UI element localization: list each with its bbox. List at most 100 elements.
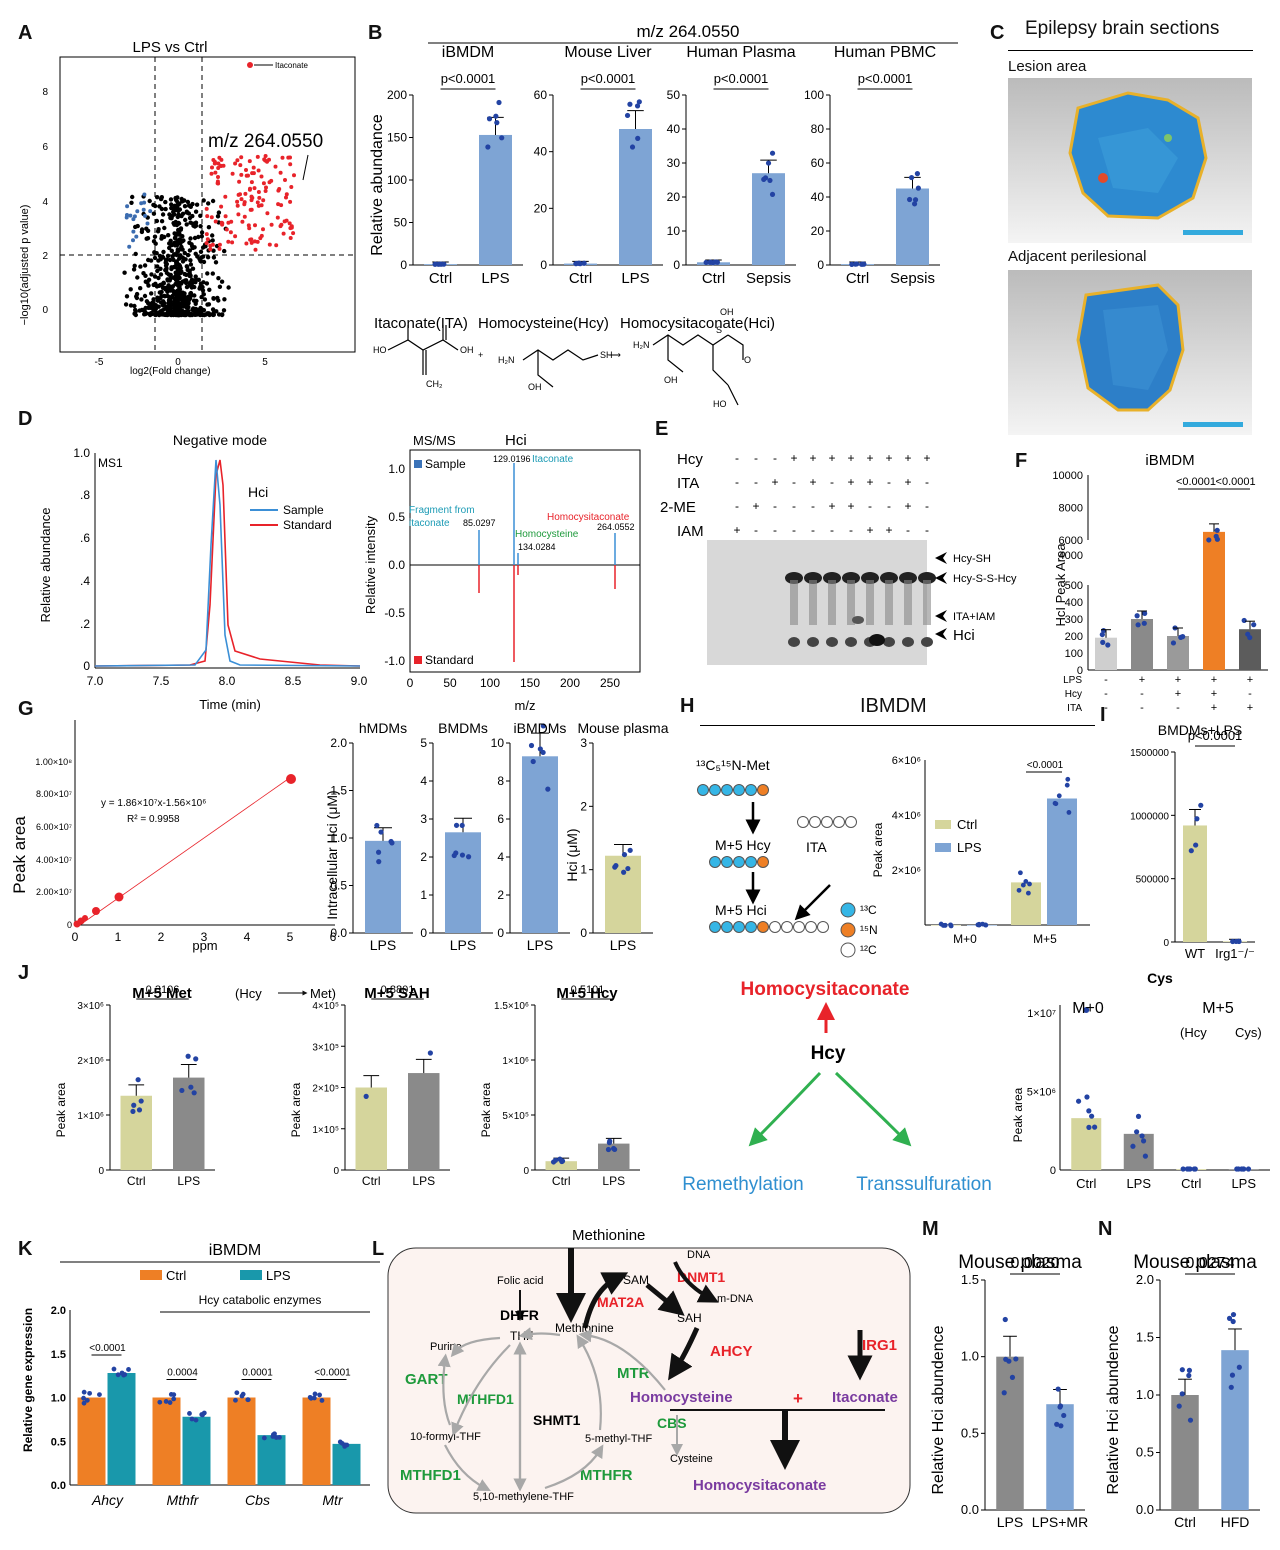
ytick: 4 bbox=[420, 774, 427, 788]
ytick: 2.0 bbox=[1136, 1272, 1154, 1287]
gene-expression-ylabel: Relative gene expression bbox=[21, 1308, 35, 1452]
ytick: 0.5 bbox=[961, 1425, 979, 1440]
volcano-point-up bbox=[274, 243, 279, 248]
tlc-sign: + bbox=[904, 475, 911, 489]
legend-swatch bbox=[140, 1270, 162, 1280]
data-point bbox=[1191, 1166, 1197, 1172]
bar bbox=[365, 840, 401, 933]
ytick: 100 bbox=[1065, 648, 1083, 660]
panel-label-i: I bbox=[1100, 704, 1106, 726]
ytick: 1.0 bbox=[1136, 1387, 1154, 1402]
tlc-sign: + bbox=[733, 523, 740, 537]
volcano-point bbox=[182, 293, 187, 298]
ytick: 5×10⁵ bbox=[502, 1111, 529, 1122]
volcano-point bbox=[196, 277, 201, 282]
volcano-point-up bbox=[223, 194, 228, 199]
volcano-point-up bbox=[242, 214, 247, 219]
gart-label: GART bbox=[405, 1371, 448, 1388]
tlc-spot bbox=[921, 637, 933, 647]
volcano-point bbox=[201, 259, 207, 265]
volcano-point bbox=[151, 239, 157, 244]
data-point bbox=[528, 742, 535, 749]
volcano-point bbox=[151, 307, 156, 312]
f-sign: + bbox=[1139, 674, 1145, 686]
ytick: 4 bbox=[42, 197, 48, 208]
irg1-label: IRG1 bbox=[862, 1337, 897, 1354]
data-point bbox=[1139, 1133, 1145, 1139]
volcano-point bbox=[159, 195, 164, 200]
data-point bbox=[1141, 620, 1147, 626]
ytick: 1.0 bbox=[961, 1349, 979, 1364]
volcano-point bbox=[177, 287, 183, 292]
panel-label-c: C bbox=[990, 22, 1005, 44]
bar bbox=[896, 188, 929, 265]
b-chart: 0 20 40 60 80 100 Ctrl Sepsis Human PBMC p<0.0001 bbox=[804, 44, 940, 287]
volcano-point bbox=[149, 311, 155, 317]
category-label: Ctrl bbox=[702, 270, 725, 287]
volcano-point bbox=[216, 312, 222, 317]
data-point bbox=[1236, 1364, 1242, 1370]
atom-circle bbox=[733, 921, 745, 933]
volcano-point bbox=[161, 249, 166, 255]
m5-hcy-label: M+5 Hcy bbox=[715, 837, 771, 853]
volcano-point bbox=[188, 220, 193, 225]
data-point bbox=[1020, 882, 1026, 888]
data-point bbox=[1013, 1356, 1019, 1362]
volcano-point bbox=[130, 194, 135, 200]
atom-circle bbox=[757, 784, 769, 796]
thf-label: THF bbox=[510, 1329, 533, 1343]
bar bbox=[355, 1087, 387, 1170]
volcano-point-up bbox=[281, 231, 286, 236]
j-chart-title: M+5 Hcy bbox=[556, 985, 618, 1002]
data-point bbox=[451, 852, 457, 859]
ytick: 2.0 bbox=[330, 736, 347, 750]
bar bbox=[479, 134, 512, 265]
volcano-xlabel: log2(Fold change) bbox=[130, 366, 211, 377]
volcano-point bbox=[193, 209, 199, 214]
data-point bbox=[559, 1158, 566, 1164]
mthfd1b-label: MTHFD1 bbox=[400, 1467, 461, 1484]
f-sign: + bbox=[1247, 702, 1253, 714]
p-value: 0.0004 bbox=[167, 1368, 198, 1379]
volcano-point bbox=[175, 203, 180, 208]
volcano-point bbox=[176, 266, 181, 272]
svg-text:OH: OH bbox=[460, 345, 474, 355]
atom-circle bbox=[709, 856, 721, 868]
volcano-point-up bbox=[286, 155, 291, 160]
volcano-point bbox=[178, 270, 183, 276]
category-label: LPS bbox=[527, 937, 553, 953]
j-sub: Met) bbox=[310, 986, 336, 1001]
g-bar-chart: 0 1 2 3 LPS Mouse plasma bbox=[577, 720, 668, 953]
data-point bbox=[1003, 1356, 1009, 1362]
ytick: 40 bbox=[811, 190, 825, 204]
regression-equation: y = 1.86×10⁷x-1.56×10⁶ bbox=[101, 798, 206, 809]
ytick: 0.0 bbox=[330, 926, 347, 940]
panel-label-d: D bbox=[18, 408, 33, 430]
volcano-point-down bbox=[127, 244, 132, 249]
volcano-point bbox=[171, 206, 176, 211]
ytick: 1.00×10⁸ bbox=[35, 757, 72, 767]
tlc-sign: - bbox=[906, 523, 910, 537]
ytick: 4×10⁵ bbox=[312, 1001, 339, 1012]
volcano-point bbox=[169, 214, 175, 219]
volcano-point-up bbox=[267, 242, 272, 247]
volcano-point bbox=[198, 213, 203, 218]
volcano-point bbox=[160, 285, 166, 290]
itaconate-chem-label: Itaconate(ITA) bbox=[374, 315, 468, 332]
volcano-point bbox=[132, 263, 137, 268]
relative-abundance-label: Relative abundance bbox=[38, 508, 53, 623]
volcano-point-up bbox=[291, 231, 296, 236]
volcano-ylabel: −log10(adjusted p value) bbox=[19, 205, 31, 326]
volcano-point bbox=[178, 241, 183, 246]
atom-circle bbox=[709, 921, 721, 933]
bar bbox=[1131, 619, 1153, 670]
atom-circle bbox=[817, 921, 829, 933]
volcano-point bbox=[181, 302, 187, 307]
ytick: 3 bbox=[420, 812, 427, 826]
volcano-point-up bbox=[287, 221, 292, 226]
tlc-sign: - bbox=[754, 523, 758, 537]
bar-lps bbox=[1047, 798, 1077, 925]
volcano-point bbox=[152, 255, 158, 261]
data-point bbox=[621, 869, 627, 875]
ytick: 0.5 bbox=[1136, 1445, 1154, 1460]
